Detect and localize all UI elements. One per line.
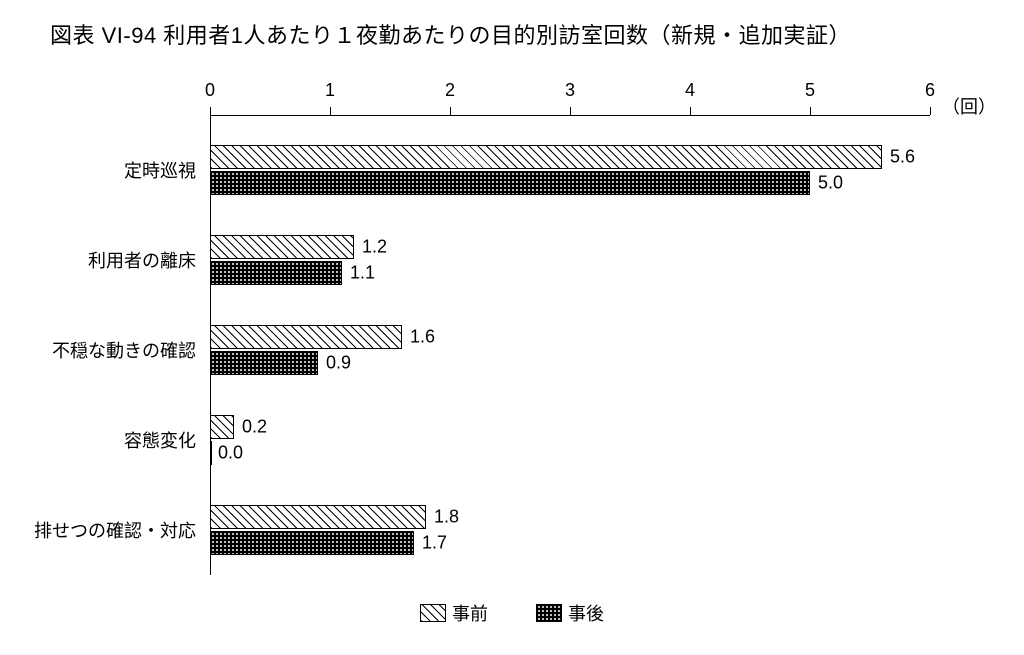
- legend-label: 事前: [452, 600, 488, 626]
- x-tick-label: 2: [445, 80, 455, 101]
- x-tick: [450, 107, 451, 115]
- category-group: 不穏な動きの確認1.60.9: [210, 305, 930, 395]
- category-group: 利用者の離床1.21.1: [210, 215, 930, 305]
- x-tick-label: 0: [205, 80, 215, 101]
- bar-after: [210, 531, 414, 555]
- bar-before-value: 1.6: [410, 327, 435, 348]
- legend-swatch-before: [420, 604, 446, 622]
- bar-before: [210, 505, 426, 529]
- category-group: 定時巡視5.65.0: [210, 125, 930, 215]
- bar-after-value: 5.0: [818, 173, 843, 194]
- x-axis-unit: （回）: [942, 93, 996, 119]
- x-tick: [570, 107, 571, 115]
- category-label: 容態変化: [124, 427, 210, 453]
- x-tick-label: 5: [805, 80, 815, 101]
- bar-before-value: 1.2: [362, 237, 387, 258]
- bar-before-value: 1.8: [434, 507, 459, 528]
- bar-after-value: 1.7: [422, 533, 447, 554]
- bar-after: [210, 351, 318, 375]
- x-tick: [930, 107, 931, 115]
- category-label: 定時巡視: [124, 157, 210, 183]
- bar-before: [210, 325, 402, 349]
- legend-swatch-after: [536, 604, 562, 622]
- category-label: 排せつの確認・対応: [34, 517, 210, 543]
- category-label: 不穏な動きの確認: [52, 337, 210, 363]
- x-tick-label: 4: [685, 80, 695, 101]
- legend-item: 事前: [420, 600, 488, 626]
- x-axis: [210, 115, 930, 116]
- category-label: 利用者の離床: [88, 247, 210, 273]
- bar-after: [210, 171, 810, 195]
- page: 図表 VI-94 利用者1人あたり１夜勤あたりの目的別訪室回数（新規・追加実証）…: [0, 0, 1024, 655]
- chart-viewport: 0123456（回）定時巡視5.65.0利用者の離床1.21.1不穏な動きの確認…: [0, 70, 1024, 620]
- bar-before: [210, 415, 234, 439]
- bar-before: [210, 235, 354, 259]
- legend: 事前 事後: [0, 600, 1024, 627]
- bar-after-value: 1.1: [350, 263, 375, 284]
- chart-title: 図表 VI-94 利用者1人あたり１夜勤あたりの目的別訪室回数（新規・追加実証）: [50, 18, 851, 50]
- category-group: 排せつの確認・対応1.81.7: [210, 485, 930, 575]
- bar-after: [210, 261, 342, 285]
- bar-after-value: 0.0: [218, 443, 243, 464]
- x-tick: [810, 107, 811, 115]
- bar-before-value: 0.2: [242, 417, 267, 438]
- x-tick: [330, 107, 331, 115]
- legend-item: 事後: [536, 600, 604, 626]
- legend-label: 事後: [568, 600, 604, 626]
- bar-after: [210, 441, 212, 465]
- bar-before-value: 5.6: [890, 147, 915, 168]
- x-tick-label: 1: [325, 80, 335, 101]
- plot-area: 0123456（回）定時巡視5.65.0利用者の離床1.21.1不穏な動きの確認…: [210, 115, 930, 575]
- x-tick-label: 6: [925, 80, 935, 101]
- x-tick-label: 3: [565, 80, 575, 101]
- x-tick: [690, 107, 691, 115]
- bar-before: [210, 145, 882, 169]
- x-tick: [210, 107, 211, 115]
- bar-after-value: 0.9: [326, 353, 351, 374]
- category-group: 容態変化0.20.0: [210, 395, 930, 485]
